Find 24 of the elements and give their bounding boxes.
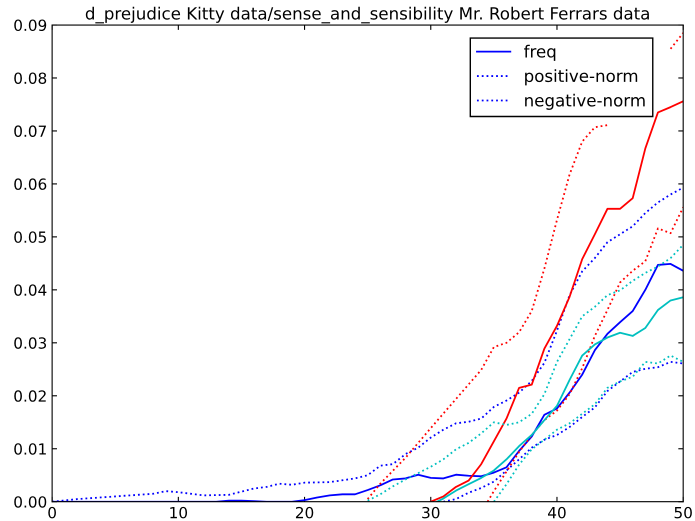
y-tick-label: 0.00: [14, 496, 46, 508]
legend-label: positive-norm: [525, 69, 638, 86]
legend-label: freq: [524, 44, 556, 61]
y-tick-label: 0.02: [14, 390, 46, 402]
x-tick-label: 0: [48, 506, 56, 518]
y-tick-label: 0.09: [14, 19, 46, 32]
x-tick-label: 50: [674, 506, 692, 518]
y-tick-label: 0.05: [14, 231, 46, 243]
y-tick-label: 0.07: [14, 125, 46, 137]
line-series: [486, 206, 684, 502]
x-tick-label: 10: [170, 506, 188, 518]
line-series: [366, 244, 684, 502]
y-tick-label: 0.04: [14, 284, 46, 296]
x-tick-label: 20: [296, 506, 314, 518]
y-tick-label: 0.01: [14, 443, 46, 455]
y-tick-label: 0.06: [14, 178, 46, 190]
y-tick-label: 0.08: [14, 72, 46, 84]
y-tick-label: 0.03: [14, 337, 46, 349]
chart-title: d_prejudice Kitty data/sense_and_sensibility Mr. Robert Ferrars data: [86, 6, 649, 24]
x-tick-label: 40: [548, 506, 566, 518]
legend-label: negative-norm: [525, 94, 645, 110]
line-series: [436, 296, 684, 502]
line-series: [492, 354, 684, 502]
x-tick-label: 30: [422, 506, 440, 518]
